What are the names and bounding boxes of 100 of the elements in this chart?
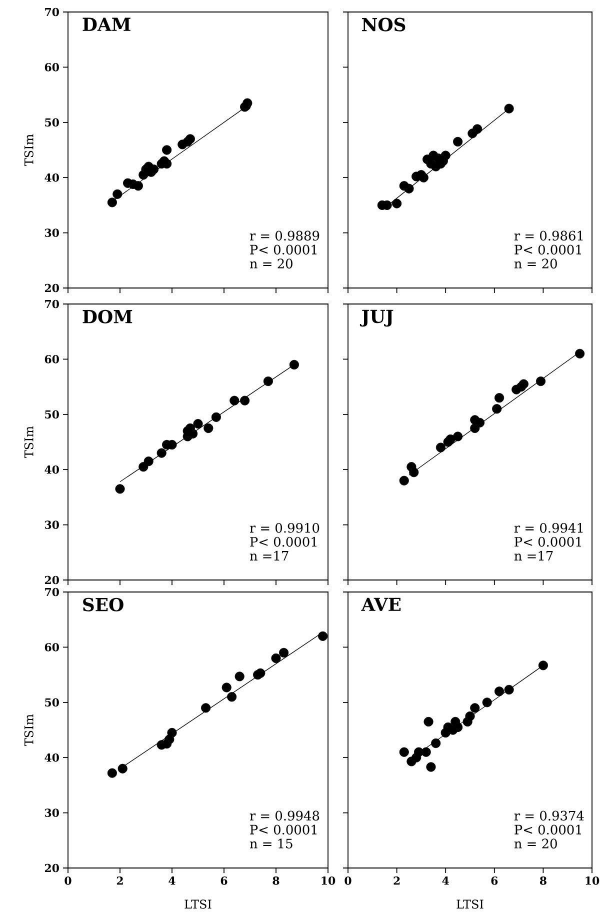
point	[167, 728, 177, 738]
point	[482, 698, 492, 708]
x-tick-label: 8	[540, 876, 546, 885]
point	[504, 684, 514, 694]
annotation: P< 0.0001	[514, 536, 582, 547]
chart-title: AVE	[361, 598, 401, 611]
chart-title: DOM	[82, 310, 132, 324]
point	[222, 682, 232, 692]
point	[399, 747, 409, 757]
annotation: n = 15	[250, 838, 292, 848]
y-tick-label: 70	[45, 300, 59, 308]
point	[204, 423, 214, 433]
annotation: P< 0.0001	[514, 824, 582, 835]
chart-title: NOS	[362, 18, 406, 32]
point	[227, 692, 237, 702]
x-tick-label: 6	[220, 876, 228, 885]
point	[492, 404, 502, 414]
y-tick-label: 50	[45, 410, 59, 419]
point	[453, 136, 463, 146]
annotation: r = 0.9910	[250, 522, 320, 533]
annotation: P< 0.0001	[514, 244, 582, 255]
y-tick-label: 40	[44, 173, 59, 182]
y-axis-title: TSIm	[24, 426, 34, 458]
y-tick-label: 70	[45, 588, 59, 596]
point	[426, 762, 436, 772]
x-tick-label: 4	[168, 876, 176, 885]
point	[446, 434, 456, 444]
annotation: r = 0.9861	[514, 230, 583, 241]
point	[263, 376, 273, 386]
point	[465, 711, 475, 721]
point	[234, 672, 244, 682]
y-tick-label: 20	[44, 864, 59, 872]
point	[193, 419, 203, 429]
chart-title: JUJ	[360, 310, 394, 327]
y-tick-label: 60	[44, 355, 59, 364]
point	[494, 686, 504, 696]
y-axis-title: TSIm	[24, 134, 34, 166]
point	[440, 150, 450, 160]
point	[404, 184, 414, 194]
annotation: n = 20	[250, 258, 292, 268]
point	[240, 396, 250, 406]
point	[504, 104, 514, 114]
annotation: P< 0.0001	[250, 244, 317, 255]
x-tick-label: 4	[442, 876, 449, 885]
annotation: r = 0.9941	[514, 522, 583, 533]
y-tick-label: 40	[44, 753, 59, 762]
point	[289, 360, 299, 370]
annotation: P< 0.0001	[250, 824, 317, 835]
point	[256, 668, 266, 678]
point	[518, 379, 528, 389]
point	[424, 716, 434, 727]
y-tick-label: 50	[45, 698, 59, 707]
point	[472, 124, 482, 134]
point	[575, 348, 585, 358]
point	[211, 412, 221, 422]
x-tick-label: 2	[394, 876, 400, 885]
x-tick-label: 2	[116, 876, 123, 885]
y-tick-label: 30	[44, 808, 59, 817]
point	[144, 456, 154, 466]
y-tick-label: 50	[45, 118, 59, 127]
point	[201, 703, 211, 713]
point	[470, 703, 480, 713]
annotation: r = 0.9374	[514, 810, 584, 821]
point	[156, 448, 166, 458]
y-tick-label: 70	[45, 8, 59, 16]
x-axis-title: LTSI	[184, 900, 212, 909]
point	[185, 134, 195, 144]
point	[118, 764, 128, 774]
point	[318, 631, 328, 641]
point	[271, 653, 281, 664]
y-axis-title: TSIm	[24, 714, 34, 746]
x-tick-label: 8	[272, 876, 280, 885]
point	[107, 768, 117, 778]
annotation: n = 20	[514, 258, 557, 268]
point	[538, 660, 548, 670]
annotation: P< 0.0001	[250, 536, 317, 547]
y-tick-label: 20	[44, 284, 59, 292]
point	[399, 476, 409, 486]
point	[436, 442, 446, 452]
y-tick-label: 60	[44, 643, 59, 652]
annotation: n =17	[250, 550, 288, 560]
y-tick-label: 30	[44, 228, 59, 237]
point	[409, 468, 419, 478]
annotation: r = 0.9889	[250, 230, 320, 241]
chart-title: SEO	[83, 598, 124, 612]
y-tick-label: 40	[44, 465, 59, 474]
chart-title: DAM	[82, 18, 130, 31]
point	[536, 376, 546, 386]
point	[421, 747, 431, 757]
point	[162, 145, 172, 155]
point	[112, 189, 122, 199]
point	[392, 198, 402, 208]
point	[431, 738, 441, 748]
y-tick-label: 30	[44, 520, 59, 529]
x-tick-label: 10	[586, 876, 600, 885]
y-tick-label: 60	[44, 63, 59, 72]
point	[107, 198, 117, 208]
annotation: n =17	[514, 550, 553, 560]
x-axis-title: LTSI	[456, 900, 484, 909]
x-tick-label: 0	[344, 876, 352, 885]
